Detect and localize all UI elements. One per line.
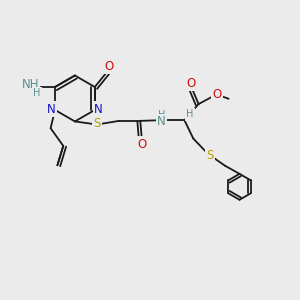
Text: H: H — [158, 110, 166, 120]
Text: N: N — [47, 103, 56, 116]
Text: H: H — [33, 88, 40, 98]
Text: N: N — [157, 115, 166, 128]
Text: NH: NH — [22, 77, 39, 91]
Text: H: H — [186, 110, 194, 119]
Text: S: S — [93, 117, 100, 130]
Text: O: O — [213, 88, 222, 101]
Text: N: N — [94, 103, 103, 116]
Text: O: O — [104, 60, 113, 73]
Text: S: S — [206, 149, 214, 162]
Text: O: O — [137, 138, 146, 151]
Text: O: O — [186, 77, 195, 90]
